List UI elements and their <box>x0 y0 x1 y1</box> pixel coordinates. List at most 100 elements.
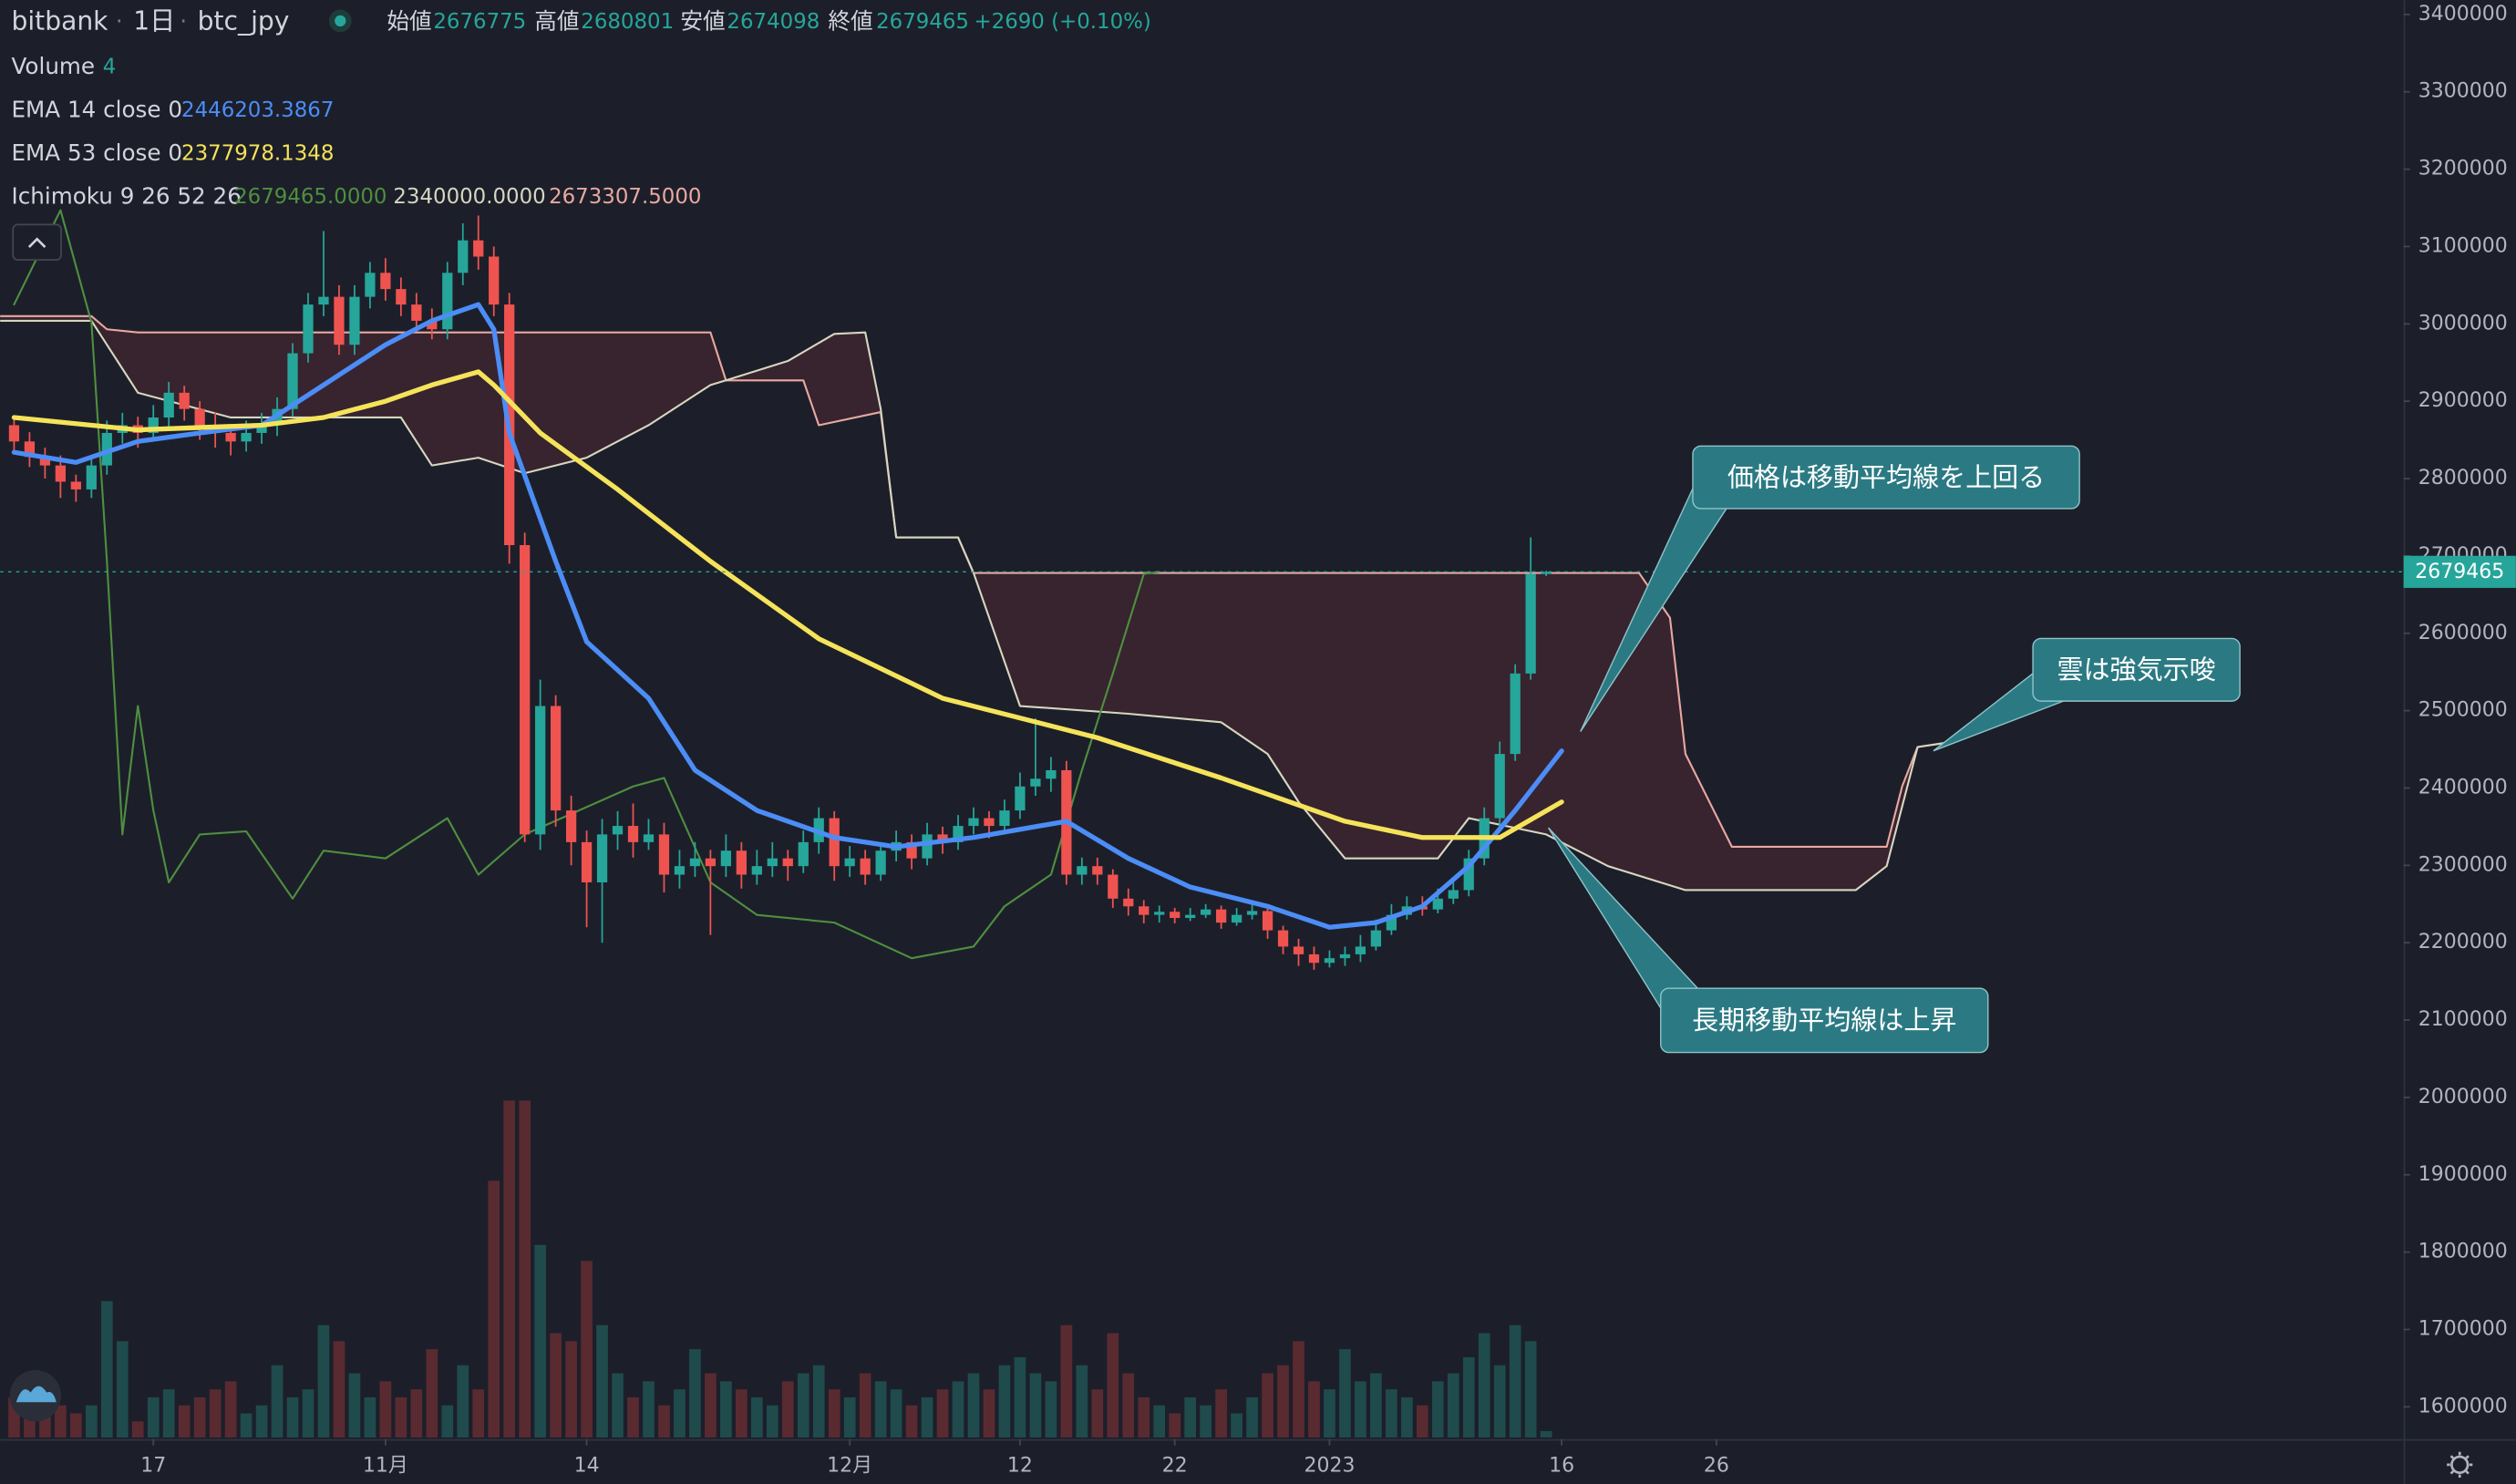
candle-body <box>1215 909 1227 923</box>
high-value: 2680801 <box>581 10 674 34</box>
volume-bar <box>1091 1389 1104 1438</box>
volume-bar <box>1355 1381 1366 1438</box>
volume-bar <box>921 1396 933 1438</box>
volume-bar <box>410 1389 423 1438</box>
volume-bar <box>1401 1396 1413 1438</box>
candle-body <box>1092 866 1103 875</box>
interval: 1日 <box>133 6 175 36</box>
candle-body <box>953 826 964 842</box>
candle-body <box>396 289 407 305</box>
volume-bar <box>1014 1356 1026 1438</box>
volume-bar <box>1308 1381 1320 1438</box>
legend-ema53: EMA 53 close 0 <box>11 139 182 166</box>
y-tick-label: 3000000 <box>2418 312 2508 335</box>
collapse-icon <box>27 237 46 248</box>
volume-bar <box>116 1341 129 1438</box>
volume-bar <box>643 1381 655 1438</box>
callout-text: 長期移動平均線は上昇 <box>1692 1005 1956 1036</box>
legend-ichimoku-value: 2679465.0000 <box>234 185 387 209</box>
volume-bar <box>457 1365 469 1438</box>
volume-bar <box>1540 1430 1552 1438</box>
y-tick-label: 2400000 <box>2418 776 2508 799</box>
candle-body <box>984 818 995 827</box>
settings-icon[interactable] <box>2450 1455 2470 1474</box>
legend-ichimoku-value: 2673307.5000 <box>549 185 701 209</box>
candle-body <box>1355 946 1366 954</box>
x-tick-label: 22 <box>1162 1455 1188 1478</box>
candle-body <box>596 834 608 883</box>
volume-bar <box>379 1381 392 1438</box>
exchange: bitbank <box>11 6 108 36</box>
volume-bar <box>178 1405 191 1438</box>
candle-body <box>303 304 314 354</box>
volume-bar <box>441 1405 454 1438</box>
candle-body <box>1170 912 1181 919</box>
candle-body <box>860 858 871 875</box>
volume-bar <box>674 1389 686 1438</box>
candle-body <box>55 465 67 482</box>
candle-body <box>101 432 112 466</box>
x-tick-label: 12 <box>1007 1455 1033 1478</box>
candle-body <box>674 866 686 875</box>
volume-bar <box>1339 1349 1351 1438</box>
legend-ema14-value: 2446203.3867 <box>181 98 334 122</box>
candle-body <box>334 296 345 345</box>
y-tick-label: 1900000 <box>2418 1163 2508 1186</box>
volume-bar <box>936 1389 949 1438</box>
candle-body <box>1308 953 1320 964</box>
candle-body <box>1030 778 1041 787</box>
volume-bar <box>797 1373 809 1438</box>
volume-bar <box>426 1349 438 1438</box>
candle-body <box>148 417 159 433</box>
volume-bar <box>890 1389 902 1438</box>
candle-body <box>1370 930 1382 947</box>
volume-bar <box>255 1405 268 1438</box>
candle-body <box>612 826 624 835</box>
volume-bar <box>859 1373 871 1438</box>
open-value: 2676775 <box>433 10 526 34</box>
candle-body <box>581 841 593 883</box>
volume-bar <box>781 1381 794 1438</box>
candle-body <box>194 408 205 426</box>
callout-box <box>1660 987 1989 1054</box>
candle-body <box>767 858 778 867</box>
volume-bar <box>1076 1365 1088 1438</box>
volume-bar <box>1184 1396 1197 1438</box>
logo-mark <box>15 1386 57 1403</box>
candle-body <box>1541 572 1552 574</box>
candle-body <box>689 858 701 867</box>
candle-body <box>473 240 484 257</box>
candle-body <box>39 457 51 466</box>
candle-body <box>658 834 670 875</box>
y-tick-label: 2800000 <box>2418 467 2508 490</box>
volume-bar <box>503 1100 516 1438</box>
volume-bar <box>1138 1396 1150 1438</box>
x-tick-label: 2023 <box>1304 1455 1355 1478</box>
candle-body <box>736 850 747 875</box>
volume-bar <box>1060 1324 1073 1438</box>
volume-bar <box>240 1413 253 1438</box>
volume-bar <box>1478 1333 1490 1438</box>
last-price-label: 2679465 <box>2415 561 2504 583</box>
volume-bar <box>193 1396 206 1438</box>
y-tick-label: 3400000 <box>2418 3 2508 26</box>
candle-body <box>70 481 81 490</box>
candle-body <box>1015 786 1026 811</box>
candle-body <box>1277 930 1289 947</box>
candle-body <box>1185 914 1196 919</box>
x-tick-label: 16 <box>1549 1455 1574 1478</box>
volume-bar <box>147 1396 160 1438</box>
overlay: bitbank · 1日 · btc_jpy 始値 2676775 高値 268… <box>9 6 2473 1478</box>
low-value: 2674098 <box>727 10 820 34</box>
legend-ema14: EMA 14 close 0 <box>11 96 182 122</box>
volume-bar <box>224 1381 237 1438</box>
volume-bar <box>100 1301 113 1438</box>
volume-bar <box>519 1100 531 1438</box>
volume-bar <box>952 1381 964 1438</box>
volume-bar <box>596 1324 608 1438</box>
candle-body <box>1339 953 1351 959</box>
candle-body <box>720 850 731 867</box>
volume-bar <box>998 1365 1011 1438</box>
volume-bar <box>395 1396 407 1438</box>
collapse-button[interactable] <box>12 223 62 261</box>
